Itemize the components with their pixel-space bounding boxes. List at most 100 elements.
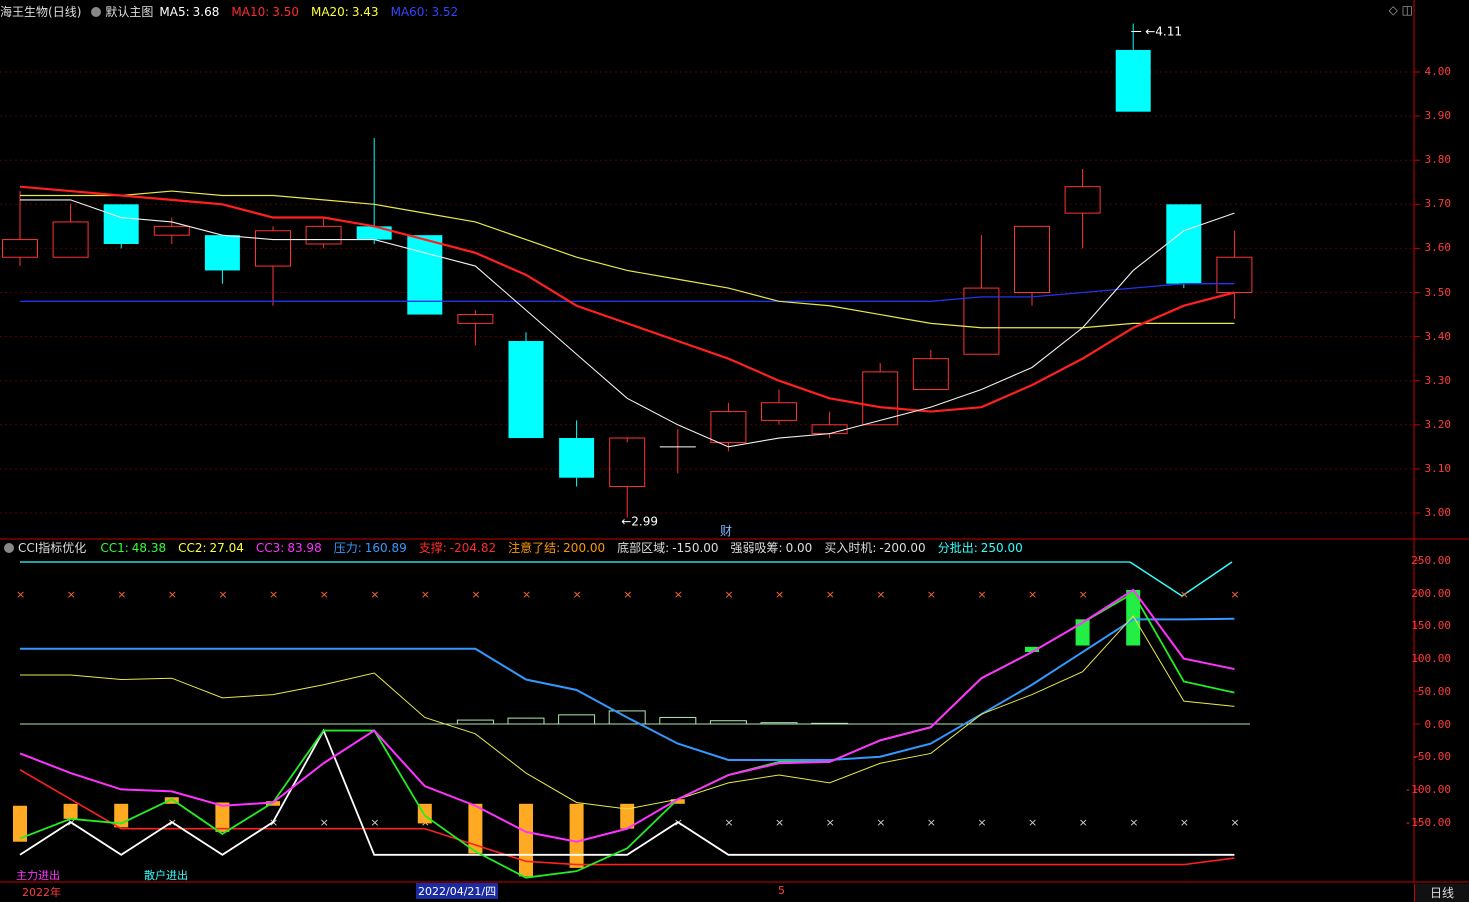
candle-body-up [153, 225, 190, 236]
template-settings-icon[interactable] [91, 7, 102, 17]
top-marker: × [724, 588, 733, 601]
candle-body-up [912, 358, 949, 391]
sub-y-tick: 100.00 [1411, 652, 1451, 666]
top-marker: × [269, 588, 278, 601]
top-signal-bar [1126, 589, 1141, 646]
candle-body-up [963, 287, 1000, 355]
ma-label: MA10: [231, 5, 270, 19]
cci-value: 0.00 [785, 541, 813, 555]
top-marker: × [1079, 588, 1088, 601]
ma-3: MA60: 3.52 [391, 5, 465, 19]
cci-label: 底部区域: [617, 541, 670, 555]
template-name[interactable]: 默认主图 [105, 5, 154, 19]
bottom-marker: × [927, 816, 936, 829]
cci-7: 强弱吸筹: 0.00 [731, 541, 819, 555]
candle-body-up [457, 314, 494, 324]
candle-body-down [559, 438, 595, 478]
bottom-signal-bar [164, 797, 179, 804]
top-marker: × [370, 588, 379, 601]
cci-value: -204.82 [449, 541, 497, 555]
cci-value: 27.04 [209, 541, 244, 555]
sub-y-tick: 0.00 [1424, 717, 1452, 731]
pressure-line [20, 617, 1235, 761]
main-y-tick: 3.10 [1424, 461, 1452, 475]
candle-body-up [710, 411, 747, 443]
sub-y-tick: -150.00 [1404, 815, 1451, 829]
candle-body-up [305, 225, 342, 245]
top-marker: × [826, 588, 835, 601]
period-button[interactable]: 日线 [1414, 884, 1469, 902]
cci-label: 支撑: [418, 541, 447, 555]
top-marker: × [218, 588, 227, 601]
candle-body-down [204, 235, 240, 271]
ma-label: MA5: [159, 5, 190, 19]
main-panel-header: 海王生物(日线) 默认主图 MA5: 3.68 MA10: 3.50 MA20: 3.43 MA… [0, 2, 476, 22]
window-icon[interactable]: ◫ [1401, 3, 1413, 17]
strength-box [659, 716, 697, 725]
ma-label: MA60: [390, 5, 429, 19]
main-y-tick: 3.70 [1424, 197, 1452, 211]
ma-2: MA20: 3.43 [311, 5, 385, 19]
sub-y-tick: -100.00 [1404, 782, 1451, 796]
cci-value: 200.00 [563, 541, 606, 555]
bottom-signal-bar [519, 803, 533, 877]
candle-body-up [2, 239, 38, 258]
support-line [19, 769, 1235, 866]
indicator-name[interactable]: CCI指标优化 [18, 541, 87, 555]
bottom-marker: × [826, 816, 835, 829]
bottom-marker: × [1230, 816, 1239, 829]
cci-value: -200.00 [879, 541, 926, 555]
top-marker: × [977, 588, 986, 601]
bottom-marker: × [977, 816, 986, 829]
top-marker: × [674, 588, 683, 601]
candle-body-up [1064, 186, 1101, 214]
cci-5: 注意了结: 200.00 [508, 541, 611, 555]
cci-value: 160.89 [364, 541, 407, 555]
top-marker: × [168, 588, 177, 601]
bottom-signal-bar [620, 803, 635, 829]
cci-label: 买入时机: [824, 541, 877, 555]
top-marker: × [16, 588, 25, 601]
sub-y-tick: 200.00 [1411, 586, 1451, 600]
candle-body-down [508, 341, 544, 439]
main-y-tick: 3.40 [1424, 329, 1452, 343]
top-marker: × [117, 588, 126, 601]
ma5-line [20, 199, 1235, 448]
ma-value: 3.43 [351, 5, 379, 19]
candle-body-down [103, 204, 139, 244]
top-marker: × [522, 588, 531, 601]
candle-body-up [761, 402, 797, 421]
top-marker: × [927, 588, 936, 601]
legend-retail: 散户进出 [144, 869, 188, 882]
strength-box [456, 719, 494, 725]
candle-body-down [1115, 49, 1151, 112]
bottom-signal-bar [215, 802, 230, 832]
strength-box [507, 717, 545, 725]
ma-value: 3.52 [431, 5, 459, 19]
bottom-marker: × [1079, 816, 1088, 829]
sub-y-tick: 150.00 [1411, 619, 1451, 633]
indicator-settings-icon[interactable] [4, 543, 14, 553]
bottom-marker: × [320, 816, 329, 829]
cci-0: CC1: 48.38 [100, 541, 172, 555]
top-signal-bar [1075, 619, 1090, 646]
bottom-marker: × [876, 816, 885, 829]
candle-body-up [862, 371, 899, 426]
candle-body-up [255, 230, 291, 267]
period-label: (日线) [48, 5, 82, 19]
candle-body-up [52, 221, 89, 258]
ma-0: MA5: 3.68 [159, 5, 225, 19]
top-marker: × [1028, 588, 1037, 601]
cci-value: 48.38 [131, 541, 167, 555]
stock-name[interactable]: 海王生物 [0, 5, 49, 19]
ma-value: 3.68 [192, 5, 220, 19]
sub-y-tick: -50.00 [1411, 750, 1451, 764]
cci-label: CC2: [178, 541, 207, 555]
cci-value: 83.98 [287, 541, 322, 555]
main-y-tick: 4.00 [1424, 65, 1452, 78]
cc2-line [20, 615, 1235, 810]
panel-tools: ◇ ◫ [1389, 3, 1413, 17]
cci-label: 分批出: [937, 541, 978, 555]
diamond-icon[interactable]: ◇ [1388, 3, 1398, 17]
